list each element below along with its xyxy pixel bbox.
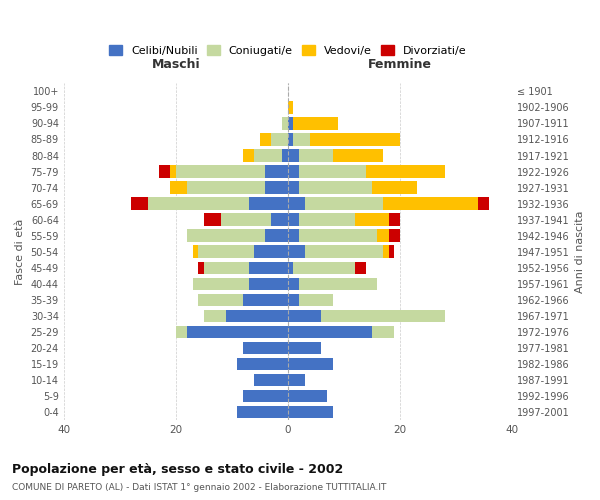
Bar xyxy=(299,166,366,178)
Bar xyxy=(260,133,271,145)
Bar xyxy=(355,214,389,226)
Bar xyxy=(305,246,383,258)
Bar xyxy=(248,198,288,210)
Bar xyxy=(198,262,204,274)
Bar xyxy=(288,182,299,194)
Bar xyxy=(248,262,288,274)
Bar xyxy=(288,214,299,226)
Bar xyxy=(243,150,254,162)
Bar xyxy=(187,182,265,194)
Bar xyxy=(288,117,293,130)
Bar xyxy=(193,278,248,290)
Bar xyxy=(288,342,322,354)
Bar xyxy=(243,294,288,306)
Bar xyxy=(282,117,288,130)
Bar xyxy=(293,133,310,145)
Bar xyxy=(288,101,293,114)
Bar xyxy=(299,182,372,194)
Bar xyxy=(148,198,248,210)
Bar xyxy=(271,133,288,145)
Bar xyxy=(305,198,383,210)
Bar xyxy=(288,294,299,306)
Bar xyxy=(170,182,187,194)
Bar xyxy=(372,326,394,338)
Bar xyxy=(238,358,288,370)
Bar xyxy=(299,230,377,242)
Bar xyxy=(198,294,243,306)
Bar xyxy=(226,310,288,322)
Bar xyxy=(377,230,389,242)
Bar xyxy=(389,214,400,226)
Bar xyxy=(288,262,293,274)
Bar xyxy=(383,246,389,258)
Bar xyxy=(243,390,288,402)
Bar xyxy=(254,374,288,386)
Bar xyxy=(293,262,355,274)
Bar xyxy=(288,326,372,338)
Bar xyxy=(288,278,299,290)
Bar xyxy=(288,246,305,258)
Bar xyxy=(389,230,400,242)
Bar xyxy=(170,166,176,178)
Bar xyxy=(159,166,170,178)
Bar xyxy=(176,326,187,338)
Bar xyxy=(131,198,148,210)
Bar xyxy=(332,150,383,162)
Bar xyxy=(288,374,305,386)
Bar xyxy=(271,214,288,226)
Bar xyxy=(372,182,416,194)
Bar xyxy=(254,246,288,258)
Bar xyxy=(204,214,221,226)
Text: Maschi: Maschi xyxy=(151,58,200,70)
Bar xyxy=(366,166,445,178)
Bar xyxy=(265,230,288,242)
Bar xyxy=(310,133,400,145)
Text: COMUNE DI PARETO (AL) - Dati ISTAT 1° gennaio 2002 - Elaborazione TUTTITALIA.IT: COMUNE DI PARETO (AL) - Dati ISTAT 1° ge… xyxy=(12,482,386,492)
Bar xyxy=(288,230,299,242)
Bar xyxy=(389,246,394,258)
Y-axis label: Anni di nascita: Anni di nascita xyxy=(575,210,585,293)
Bar xyxy=(299,294,332,306)
Bar xyxy=(238,406,288,418)
Bar xyxy=(288,358,332,370)
Y-axis label: Fasce di età: Fasce di età xyxy=(15,218,25,285)
Bar xyxy=(299,150,332,162)
Bar xyxy=(176,166,265,178)
Bar xyxy=(322,310,445,322)
Bar xyxy=(204,310,226,322)
Bar xyxy=(293,117,338,130)
Bar xyxy=(198,246,254,258)
Bar xyxy=(187,230,265,242)
Bar xyxy=(204,262,248,274)
Bar xyxy=(288,310,322,322)
Bar xyxy=(383,198,478,210)
Bar xyxy=(288,150,299,162)
Bar xyxy=(265,166,288,178)
Bar xyxy=(187,326,288,338)
Text: Popolazione per età, sesso e stato civile - 2002: Popolazione per età, sesso e stato civil… xyxy=(12,462,343,475)
Bar xyxy=(193,246,198,258)
Bar xyxy=(288,390,327,402)
Bar xyxy=(288,406,332,418)
Bar xyxy=(221,214,271,226)
Bar xyxy=(282,150,288,162)
Bar xyxy=(299,214,355,226)
Legend: Celibi/Nubili, Coniugati/e, Vedovi/e, Divorziati/e: Celibi/Nubili, Coniugati/e, Vedovi/e, Di… xyxy=(106,42,470,59)
Bar xyxy=(248,278,288,290)
Bar xyxy=(265,182,288,194)
Bar xyxy=(355,262,366,274)
Bar xyxy=(288,166,299,178)
Bar xyxy=(243,342,288,354)
Bar xyxy=(299,278,377,290)
Bar xyxy=(288,133,293,145)
Bar xyxy=(288,198,305,210)
Text: Femmine: Femmine xyxy=(368,58,432,70)
Bar xyxy=(478,198,490,210)
Bar xyxy=(254,150,282,162)
